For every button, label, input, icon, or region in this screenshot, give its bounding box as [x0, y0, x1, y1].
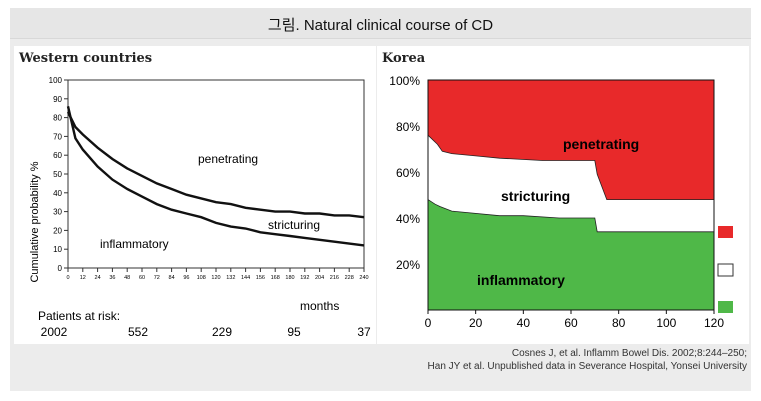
- western-axes: 0 10 20 30 40 50 60 70 80 90 100 0 12 24 36 48 60 72 84 96 1…: [49, 76, 369, 281]
- risk-table-label: Patients at risk:: [38, 309, 120, 323]
- western-series-line-2: [66, 106, 365, 247]
- risk-table-value: 552: [128, 325, 148, 339]
- western-label-inflammatory: inflammatory: [100, 237, 169, 251]
- western-y-tick-label: 100: [49, 76, 63, 85]
- western-x-tick-label: 0: [66, 275, 69, 281]
- citation-line-1: Cosnes J, et al. Inflamm Bowel Dis. 2002…: [511, 348, 747, 359]
- korea-x-tick-label: 60: [564, 316, 578, 330]
- korea-y-tick-label: 40%: [396, 212, 420, 226]
- legend-stricturing-swatch: [717, 263, 734, 277]
- western-plot-frame: [67, 79, 365, 269]
- korea-y-tick-label: 100%: [389, 74, 420, 88]
- risk-table-value: 37: [357, 325, 371, 339]
- title-bar: 그림. Natural clinical course of CD: [10, 8, 751, 39]
- korea-panel-title: Korea: [382, 51, 426, 66]
- legend-penetrating-swatch: [718, 226, 733, 238]
- western-x-tick-label: 168: [271, 275, 280, 281]
- western-panel-title: Western countries: [19, 51, 153, 66]
- legend-inflammatory-swatch: [718, 301, 733, 313]
- western-x-tick-label: 72: [154, 275, 160, 281]
- western-x-tick-label: 48: [124, 275, 130, 281]
- korea-panel: Korea 0 20 40 60 80 100 120 20% 40% 60% 80% 100% pe…: [377, 46, 749, 344]
- western-x-tick-label: 204: [315, 275, 324, 281]
- western-x-tick-label: 240: [359, 275, 368, 281]
- korea-label-inflammatory: inflammatory: [477, 272, 565, 288]
- western-label-stricturing: stricturing: [268, 218, 320, 232]
- korea-x-tick-label: 100: [656, 316, 676, 330]
- risk-table-values: 2002 552 229 95 37: [41, 325, 371, 339]
- western-x-axis-label: months: [300, 299, 339, 313]
- korea-boundary-stricturing: [427, 134, 714, 201]
- western-y-tick-label: 30: [53, 208, 62, 217]
- western-x-tick-label: 108: [197, 275, 206, 281]
- western-x-tick-label: 36: [109, 275, 115, 281]
- western-x-tick-label: 60: [139, 275, 145, 281]
- western-y-tick-label: 50: [53, 170, 62, 179]
- korea-y-tick-label: 60%: [396, 166, 420, 180]
- western-lines: [66, 106, 365, 247]
- western-chart: 0 10 20 30 40 50 60 70 80 90 100 0 12 24 36 48 60 72 84 96 1…: [29, 76, 371, 339]
- western-series-line-1: [66, 111, 365, 219]
- western-y-tick-label: 80: [53, 114, 62, 123]
- citation: Cosnes J, et al. Inflamm Bowel Dis. 2002…: [428, 347, 747, 373]
- western-label-penetrating: penetrating: [198, 152, 258, 166]
- korea-areas: [427, 80, 714, 310]
- citation-line-2: Han JY et al. Unpublished data in Severa…: [427, 361, 747, 372]
- korea-x-tick-label: 20: [469, 316, 483, 330]
- western-y-tick-label: 60: [53, 151, 62, 160]
- korea-label-stricturing: stricturing: [501, 188, 570, 204]
- western-y-tick-label: 40: [53, 189, 62, 198]
- figure-title: 그림. Natural clinical course of CD: [267, 17, 494, 34]
- western-y-tick-label: 70: [53, 132, 62, 141]
- risk-table-value: 95: [287, 325, 301, 339]
- korea-chart: 0 20 40 60 80 100 120 20% 40% 60% 80% 100% penetrat…: [389, 74, 734, 330]
- korea-axes: 0 20 40 60 80 100 120 20% 40% 60% 80% 100%: [389, 74, 724, 330]
- western-y-tick-label: 90: [53, 95, 62, 104]
- korea-boundary-inflammatory: [427, 199, 714, 233]
- western-y-tick-label: 20: [53, 226, 62, 235]
- western-x-tick-label: 84: [169, 275, 175, 281]
- korea-label-penetrating: penetrating: [563, 136, 639, 152]
- risk-table-value: 2002: [41, 325, 68, 339]
- western-x-tick-label: 192: [300, 275, 309, 281]
- western-x-tick-label: 180: [285, 275, 294, 281]
- western-x-tick-label: 24: [95, 275, 101, 281]
- risk-table-value: 229: [212, 325, 232, 339]
- korea-area-inflammatory: [428, 199, 714, 310]
- western-x-tick-label: 144: [241, 275, 250, 281]
- korea-y-tick-label: 80%: [396, 120, 420, 134]
- western-y-tick-label: 10: [53, 245, 62, 254]
- western-y-axis-label: Cumulative probability %: [29, 161, 41, 282]
- korea-x-tick-label: 40: [517, 316, 531, 330]
- western-panel: Western countries 0 10 20 30 40 50 60 70 80 90 100…: [14, 46, 376, 344]
- korea-x-tick-label: 0: [425, 316, 432, 330]
- korea-y-tick-label: 20%: [396, 258, 420, 272]
- western-x-tick-label: 12: [80, 275, 86, 281]
- western-x-tick-label: 156: [256, 275, 265, 281]
- western-y-tick-label: 0: [58, 264, 63, 273]
- western-x-tick-label: 120: [211, 275, 220, 281]
- korea-x-tick-label: 80: [612, 316, 626, 330]
- western-x-tick-label: 228: [345, 275, 354, 281]
- korea-x-tick-label: 120: [704, 316, 724, 330]
- western-x-tick-label: 96: [183, 275, 189, 281]
- western-x-tick-label: 216: [330, 275, 339, 281]
- western-x-tick-label: 132: [226, 275, 235, 281]
